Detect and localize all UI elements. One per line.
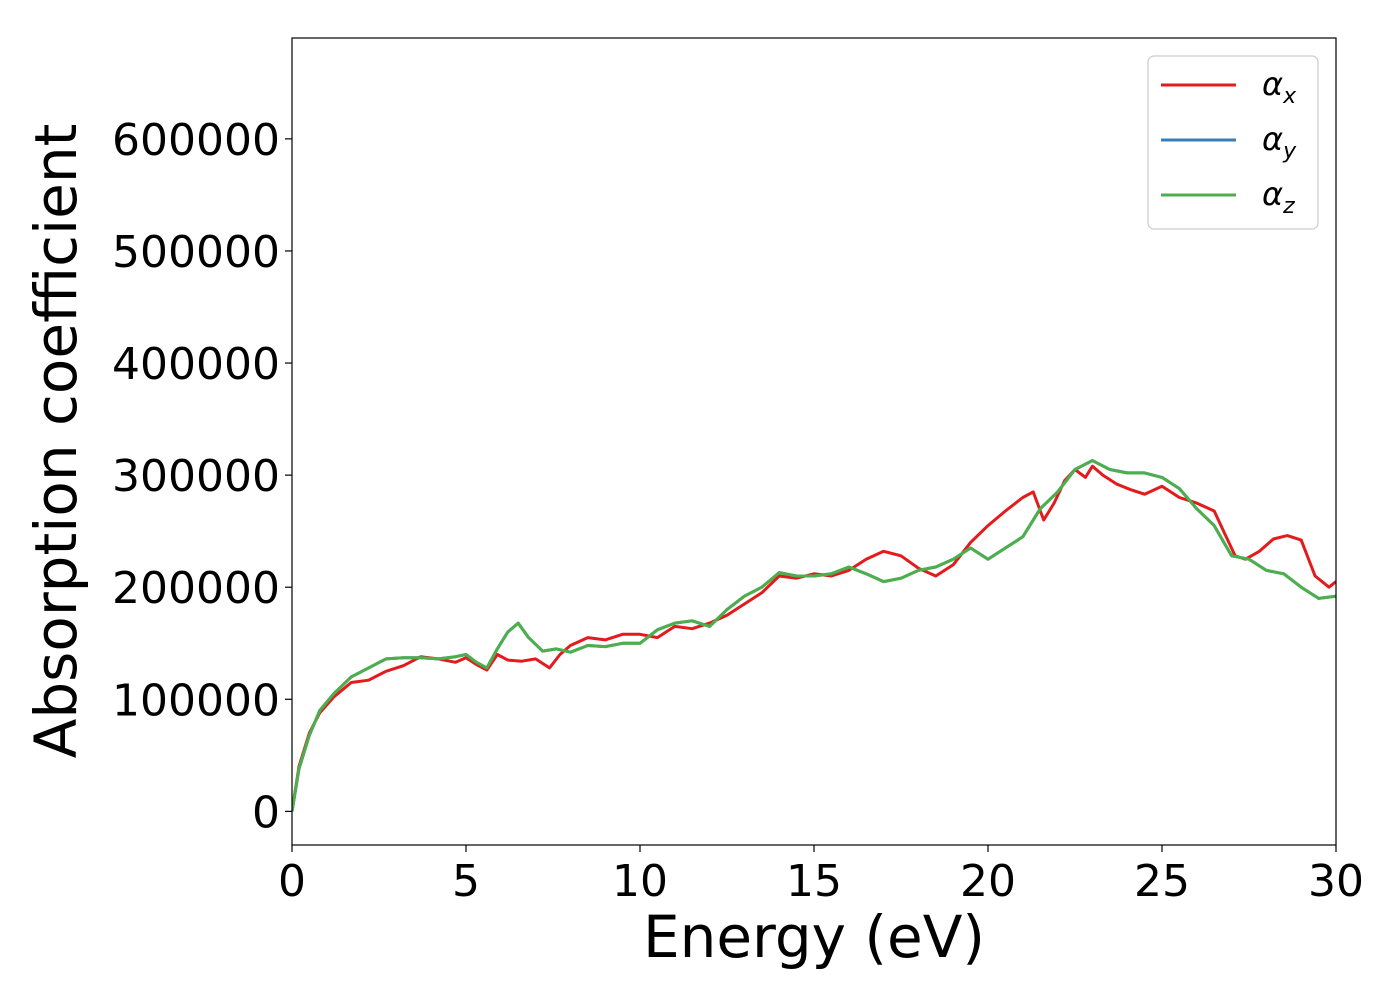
x-tick-label: 20 (960, 856, 1016, 907)
series-line-x (292, 464, 1336, 812)
series-line-y (292, 459, 1336, 812)
y-tick-label: 500000 (112, 227, 280, 278)
x-axis: 0 5 10 15 20 25 30 (278, 845, 1364, 907)
legend-label-y: αy (1262, 120, 1297, 164)
x-axis-title: Energy (eV) (643, 903, 985, 971)
y-tick-label: 400000 (112, 339, 280, 390)
legend-label-z: αz (1262, 175, 1295, 219)
y-tick-label: 600000 (112, 115, 280, 166)
series-line-z (292, 459, 1336, 812)
y-axis-title: Absorption coefficient (22, 124, 90, 759)
x-tick-label: 0 (278, 856, 306, 907)
y-axis: 0 100000 200000 300000 400000 500000 600000 (112, 115, 292, 838)
y-tick-label: 0 (252, 787, 280, 838)
legend-label-x: αx (1262, 65, 1297, 109)
x-tick-label: 25 (1134, 856, 1190, 907)
legend: αx αy αz (1147, 55, 1319, 230)
y-tick-label: 100000 (112, 675, 280, 726)
x-tick-label: 30 (1308, 856, 1364, 907)
x-tick-label: 15 (786, 856, 842, 907)
legend-box (1147, 55, 1319, 230)
series-layer (292, 459, 1336, 812)
y-tick-label: 300000 (112, 451, 280, 502)
x-tick-label: 10 (612, 856, 668, 907)
y-tick-label: 200000 (112, 563, 280, 614)
x-tick-label: 5 (452, 856, 480, 907)
